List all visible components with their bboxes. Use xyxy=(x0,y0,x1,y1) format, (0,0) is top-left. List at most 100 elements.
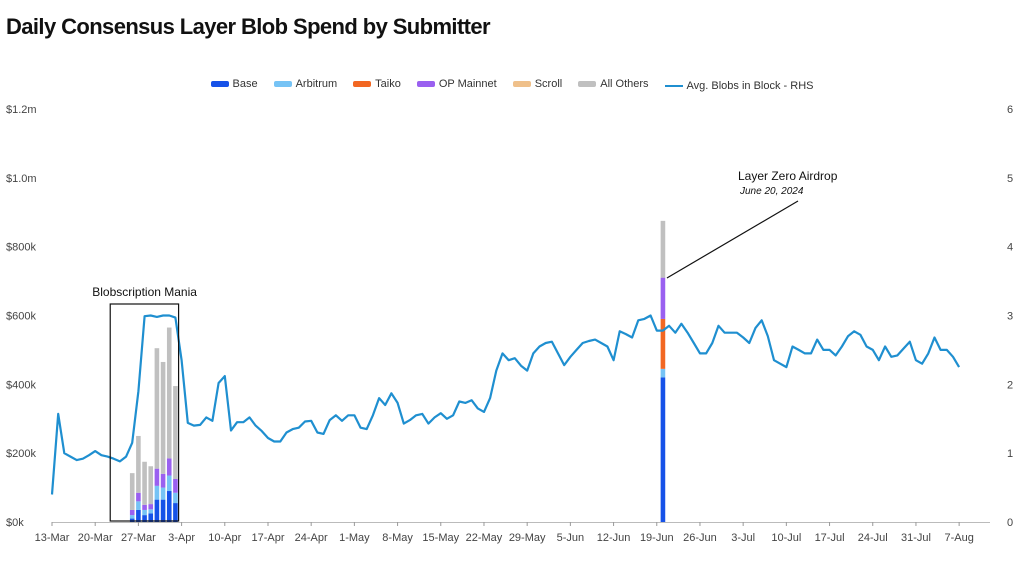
x-tick-label: 5-Jun xyxy=(557,532,585,544)
x-tick-label: 15-May xyxy=(422,532,459,544)
legend-item: Avg. Blobs in Block - RHS xyxy=(664,80,814,92)
bar-segment xyxy=(142,509,147,516)
x-tick-label: 8-May xyxy=(382,532,413,544)
bar-segment xyxy=(136,435,141,493)
bar-segment xyxy=(129,518,135,522)
y-right-tick-label: 4 xyxy=(1007,242,1013,254)
bar-segment xyxy=(154,499,160,522)
x-tick-label: 19-Jun xyxy=(640,532,674,544)
legend-item: Scroll xyxy=(512,78,563,90)
bar-segment xyxy=(148,466,154,505)
bar-segment xyxy=(148,513,154,522)
bar-segment xyxy=(660,220,666,278)
legend-swatch xyxy=(578,81,597,87)
bar-segment xyxy=(660,377,666,522)
x-tick-label: 24-Apr xyxy=(295,532,328,544)
bar-segment xyxy=(160,473,166,488)
x-tick-label: 1-May xyxy=(339,532,370,544)
bar-segment xyxy=(136,492,141,502)
bar-segment xyxy=(660,368,666,378)
legend-swatch xyxy=(416,81,435,87)
x-tick-label: 27-Mar xyxy=(121,532,156,544)
y-right-tick-label: 5 xyxy=(1007,173,1013,185)
bar-segment xyxy=(166,475,172,492)
legend-label: Avg. Blobs in Block - RHS xyxy=(686,80,814,92)
bar-segment xyxy=(129,509,135,516)
legend-label: OP Mainnet xyxy=(438,78,497,90)
bar-segment xyxy=(142,504,147,510)
y-left-tick-label: $0k xyxy=(6,517,24,529)
x-tick-label: 20-Mar xyxy=(78,532,113,544)
bar-segment xyxy=(173,386,178,479)
x-tick-label: 24-Jul xyxy=(858,532,888,544)
bar-segment xyxy=(173,478,178,493)
annotation-blobscription-mania: Blobscription Mania xyxy=(92,285,197,299)
bar-segment xyxy=(160,361,166,474)
bar-segment xyxy=(154,468,160,486)
y-right-tick-label: 1 xyxy=(1007,448,1013,460)
bar-segment xyxy=(129,473,135,510)
legend-label: Base xyxy=(232,78,258,90)
y-right-tick-label: 0 xyxy=(1007,517,1013,529)
x-tick-label: 7-Aug xyxy=(944,532,973,544)
legend-item: OP Mainnet xyxy=(416,78,497,90)
annotation-layer-zero-date: June 20, 2024 xyxy=(739,186,804,197)
bar-segment xyxy=(166,327,172,459)
bar-segment xyxy=(160,487,166,500)
bar-segment xyxy=(173,492,178,504)
x-tick-label: 13-Mar xyxy=(35,532,70,544)
x-tick-label: 17-Apr xyxy=(251,532,284,544)
y-left-tick-label: $1.0m xyxy=(6,173,37,185)
x-tick-label: 22-May xyxy=(466,532,503,544)
x-tick-label: 29-May xyxy=(509,532,546,544)
y-left-tick-label: $400k xyxy=(6,379,36,391)
bar-segment xyxy=(166,458,172,476)
legend-swatch xyxy=(210,81,229,87)
x-tick-label: 31-Jul xyxy=(901,532,931,544)
annotation-pointer-line xyxy=(666,200,799,279)
legend-label: Scroll xyxy=(534,78,563,90)
bar-segment xyxy=(173,503,178,522)
y-left-tick-label: $600k xyxy=(6,311,36,323)
chart-title: Daily Consensus Layer Blob Spend by Subm… xyxy=(6,14,491,39)
bar-segment xyxy=(142,515,147,522)
bar-segment xyxy=(148,509,154,514)
y-right-tick-label: 6 xyxy=(1007,104,1013,116)
bar-segment xyxy=(136,509,141,522)
bar-segment xyxy=(154,485,160,500)
y-right-tick-label: 3 xyxy=(1007,311,1013,323)
legend-item: Taiko xyxy=(353,78,401,90)
y-left-tick-label: $800k xyxy=(6,242,36,254)
y-right-tick-label: 2 xyxy=(1007,379,1013,391)
bar-segment xyxy=(660,277,666,319)
x-tick-label: 10-Apr xyxy=(208,532,241,544)
legend-label: Arbitrum xyxy=(295,78,338,90)
x-tick-label: 17-Jul xyxy=(815,532,845,544)
legend-item: Arbitrum xyxy=(273,78,338,90)
chart-legend: Base Arbitrum Taiko OP Mainnet Scroll All Oth… xyxy=(0,78,1024,92)
blobscription-mania-box xyxy=(109,303,180,522)
bar-segment xyxy=(660,318,666,369)
bar-segment xyxy=(160,499,166,522)
bar-segment xyxy=(142,461,147,505)
x-tick-label: 12-Jun xyxy=(597,532,631,544)
x-tick-label: 3-Jul xyxy=(731,532,755,544)
x-tick-label: 10-Jul xyxy=(771,532,801,544)
y-left-tick-label: $1.2m xyxy=(6,104,37,116)
legend-label: All Others xyxy=(600,78,649,90)
bar-segment xyxy=(129,515,135,519)
bar-segment xyxy=(154,348,160,469)
bar-segment xyxy=(148,504,154,510)
legend-item: Base xyxy=(210,78,258,90)
legend-swatch xyxy=(273,81,292,87)
y-left-tick-label: $200k xyxy=(6,448,36,460)
legend-swatch xyxy=(512,81,531,87)
legend-label: Taiko xyxy=(375,78,401,90)
legend-swatch xyxy=(664,85,683,87)
x-tick-label: 26-Jun xyxy=(683,532,717,544)
bar-segment xyxy=(166,491,172,522)
annotation-layer-zero-airdrop: Layer Zero Airdrop xyxy=(738,169,838,183)
legend-swatch xyxy=(353,81,372,87)
legend-item: All Others xyxy=(578,78,649,90)
